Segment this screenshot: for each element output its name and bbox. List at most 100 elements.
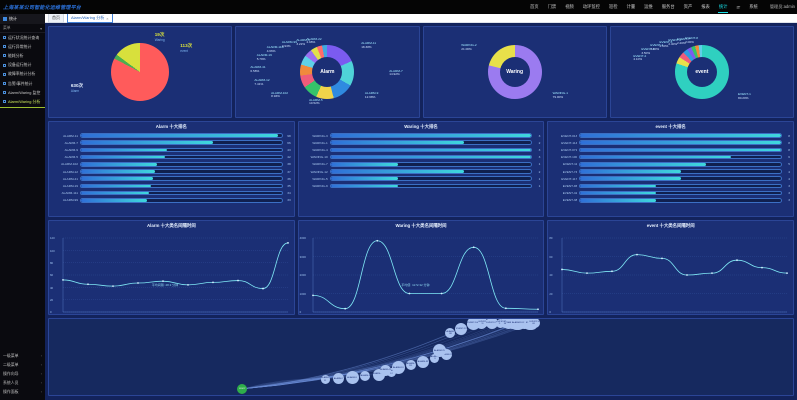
line-point xyxy=(311,294,314,297)
bar-label: EVENT-38 xyxy=(562,198,578,203)
bar-row: ALARM-9 43 xyxy=(52,146,291,153)
line-point xyxy=(62,279,64,281)
tab-alarm-waring-analysis[interactable]: Alarm/Waring 分析 × xyxy=(67,13,113,23)
line-point xyxy=(504,307,507,310)
graph-node[interactable]: ALARM-3 xyxy=(430,353,440,363)
line-point xyxy=(761,266,764,269)
graph-node[interactable]: ALARM-111 xyxy=(405,359,416,370)
bar-track xyxy=(80,154,283,160)
graph-node[interactable]: EVENT-100 xyxy=(466,319,480,330)
alarm-interval-chart: 020406080100120ALARM-11ALARM-9ALARM-102A… xyxy=(49,229,294,314)
top-menu-item-9[interactable]: 报表 xyxy=(701,4,710,9)
bar-track xyxy=(80,197,283,203)
sidebar-footer-item-3[interactable]: 系统人员 › xyxy=(0,379,45,388)
sidebar-item-5[interactable]: 告警/事件统计 xyxy=(0,79,45,88)
donut-label-percent: 80.20% xyxy=(737,95,749,100)
sidebar-item-1[interactable]: 运行异常统计 xyxy=(0,42,45,51)
graph-node[interactable]: ALARM-41 xyxy=(380,364,392,376)
line-point xyxy=(636,253,639,256)
bar-row: WARING-1 2 xyxy=(302,139,540,146)
sidebar-item-7[interactable]: Alarm/Waring 分析 xyxy=(0,97,45,108)
graph-node[interactable]: EVENT-38 xyxy=(499,319,510,328)
donut-label-4: EVENT-5 2.60% xyxy=(659,40,672,49)
bar-row: WARING-12 2 xyxy=(302,168,540,175)
pie-slices xyxy=(111,43,170,101)
sidebar-footer-item-4[interactable]: 操作面板 › xyxy=(0,388,45,397)
donut-label-name: EVENT-3 xyxy=(641,47,655,52)
user-label[interactable]: 管理员:admin xyxy=(769,4,795,9)
top-menu-item-5[interactable]: 计量 xyxy=(626,4,636,9)
graph-node[interactable]: ALARM-22 xyxy=(441,349,453,361)
top-menu-item-2[interactable]: 视频 xyxy=(565,4,574,9)
graph-node[interactable]: ALARM-7 xyxy=(333,373,345,385)
top-menu-item-0[interactable]: 首页 xyxy=(530,4,539,9)
close-icon[interactable]: × xyxy=(106,15,109,21)
graph-node[interactable]: EVENT-09 xyxy=(528,319,539,328)
bar-fill xyxy=(580,177,681,181)
bar-value: 8 xyxy=(788,147,791,152)
sidebar-footer-item-1[interactable]: 二级菜单 › xyxy=(0,360,45,369)
pie-label-name: Waring xyxy=(154,38,165,43)
sidebar-item-6[interactable]: Alarm/Waring 监控 xyxy=(0,88,45,97)
top-menu-item-1[interactable]: 门禁 xyxy=(547,4,557,9)
donut-label-5: EVENT-6 2.40% xyxy=(668,38,681,47)
sidebar-item-0[interactable]: 运行状况统计查询 xyxy=(0,33,45,42)
graph-node[interactable]: ALARM-11 xyxy=(320,375,330,385)
bar-track xyxy=(329,183,533,189)
bar-fill xyxy=(580,134,782,137)
donut-label-0: EVENT-1 80.20% xyxy=(737,92,751,101)
y-axis-tick: 20 xyxy=(50,298,54,303)
graph-node[interactable]: ALARM-88 xyxy=(445,328,456,339)
top-menu-item-11[interactable]: IT xyxy=(736,4,741,10)
top-menu-item-12[interactable]: 系统 xyxy=(749,4,758,9)
top-menu-item-8[interactable]: 资产 xyxy=(683,4,693,9)
graph-node[interactable]: EVENT-74 xyxy=(485,319,498,329)
donut-label-percent: 4.10% xyxy=(633,57,643,62)
bar-label: EVENT-74 xyxy=(562,169,578,174)
grid-icon xyxy=(3,17,7,21)
line-point xyxy=(586,272,589,275)
bar-row: WARING-4 3 xyxy=(302,146,540,153)
graph-node[interactable]: ALARM-76 xyxy=(432,344,446,358)
panel-event-donut: event EVENT-1 80.20% EVENT-2 4.10% EVENT-3 3.5… xyxy=(609,26,794,118)
bar-track xyxy=(329,147,533,153)
sidebar-footer-item-2[interactable]: 操作向导 › xyxy=(0,369,45,378)
content-area: 首页 Alarm/Waring 分析 × 630次 Alarm 19次 Waring 1… xyxy=(45,13,797,400)
graph-node[interactable]: ALARM-18 xyxy=(511,319,524,329)
pie-label-2: 113次 event xyxy=(180,43,192,53)
top-menu-item-3[interactable]: 动环监控 xyxy=(582,4,600,9)
y-axis-tick: 120 xyxy=(50,236,55,241)
bar-value: 8 xyxy=(788,133,791,138)
sidebar-item-2[interactable]: 能耗分析 xyxy=(0,51,45,60)
top-menu-item-6[interactable]: 运维 xyxy=(644,4,653,9)
waring-interval-chart: 01000200030004000WARING-3WARING-1WARING-… xyxy=(299,229,544,314)
top-menu-item-7[interactable]: 服务台 xyxy=(661,4,675,9)
graph-node[interactable]: ALARM-99 xyxy=(416,355,429,368)
bar-track xyxy=(80,162,283,167)
chart-annotation: 平均值: 1172.32 分钟 xyxy=(401,282,430,287)
donut-label-name: ALARM-41 xyxy=(250,64,266,69)
tab-home[interactable]: 首页 xyxy=(48,13,64,23)
donut-label-5: ALARM-12 7.41% xyxy=(254,78,269,87)
top-menu-item-4[interactable]: 巡检 xyxy=(608,4,618,9)
bar-label: EVENT-11 xyxy=(562,162,578,167)
bullet-icon xyxy=(3,72,6,76)
bar-value: 1 xyxy=(538,162,541,167)
bar-fill xyxy=(580,191,656,195)
graph-node[interactable]: EVENT-11 xyxy=(477,319,488,328)
bar-fill xyxy=(330,170,465,173)
graph-node[interactable]: EVENT-13 xyxy=(455,322,468,335)
top-menu-item-10[interactable]: 统计 xyxy=(717,2,729,13)
graph-node[interactable]: ALARM-9 xyxy=(345,371,359,385)
sidebar-item-4[interactable]: 故障率统计分析 xyxy=(0,70,45,79)
graph-root-node[interactable]: ROOT xyxy=(237,383,248,394)
sidebar-footer-item-0[interactable]: 一级菜单 › xyxy=(0,351,45,360)
graph-node[interactable]: ALARM-5 xyxy=(360,371,371,382)
waring-top10-bars: WARING-3 3 WARING-1 2 WARING-4 3 WARING-10 3 WAR… xyxy=(299,130,544,192)
sidebar-item-3[interactable]: 设备运行统计 xyxy=(0,61,45,70)
graph-node[interactable]: ALARM-19 xyxy=(391,361,405,375)
sidebar-header: 统计 xyxy=(0,14,45,24)
donut-label-name: ALARM-99 xyxy=(281,40,297,45)
donut-label-percent: 10.52% xyxy=(309,101,320,106)
graph-node[interactable]: ALARM-12 xyxy=(387,368,397,378)
